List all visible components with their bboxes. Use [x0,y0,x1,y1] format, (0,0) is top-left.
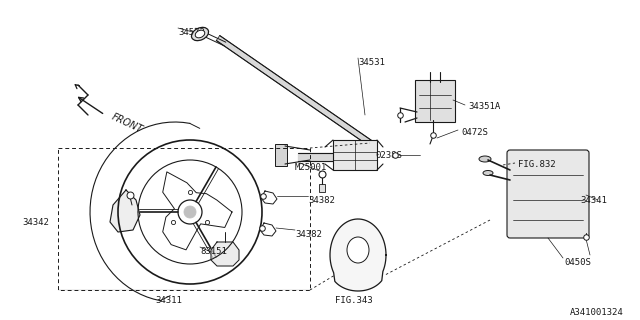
Bar [275,144,287,166]
Text: M25001: M25001 [295,163,327,172]
Text: 34382: 34382 [295,230,322,239]
Text: 34531: 34531 [358,58,385,67]
Polygon shape [330,219,386,291]
Ellipse shape [479,156,491,162]
Text: 34311: 34311 [155,296,182,305]
Text: 34382: 34382 [308,196,335,205]
Ellipse shape [347,237,369,263]
Ellipse shape [483,171,493,175]
Text: 34341: 34341 [580,196,607,205]
Text: A341001324: A341001324 [570,308,624,317]
Text: 34351A: 34351A [468,102,500,111]
Ellipse shape [195,30,205,38]
Polygon shape [211,242,239,266]
Bar [333,140,377,170]
Text: 0450S: 0450S [564,258,591,267]
Circle shape [184,206,196,218]
Bar [319,184,325,192]
Bar [58,148,310,290]
Text: FRONT: FRONT [110,112,145,135]
FancyBboxPatch shape [415,80,455,122]
FancyBboxPatch shape [507,150,589,238]
Polygon shape [216,36,372,146]
Ellipse shape [191,28,209,41]
Text: 34342: 34342 [22,218,49,227]
Text: 83151: 83151 [200,247,227,256]
Text: 34572: 34572 [178,28,205,37]
Text: 0238S: 0238S [375,151,402,160]
Text: 0472S: 0472S [461,128,488,137]
Text: FIG.343: FIG.343 [335,296,372,305]
Text: FIG.832: FIG.832 [518,160,556,169]
Polygon shape [110,190,140,232]
